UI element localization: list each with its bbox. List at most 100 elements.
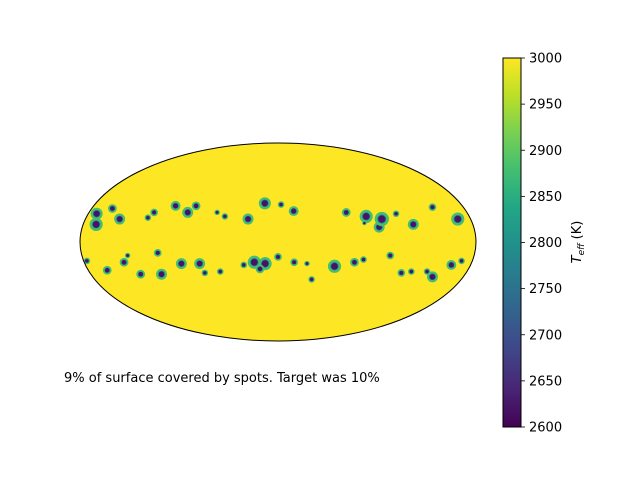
spot-umbra	[196, 260, 203, 267]
spot-48	[426, 271, 438, 283]
spot-27	[153, 248, 162, 257]
spot-24	[124, 252, 131, 259]
spot-umbra	[184, 209, 191, 216]
spot-30	[194, 258, 206, 270]
spot-umbra	[158, 271, 165, 277]
spot-umbra	[223, 214, 227, 219]
spot-26	[136, 269, 146, 279]
spot-16	[359, 209, 373, 223]
spot-51	[83, 257, 91, 265]
spot-umbra	[105, 268, 110, 273]
spot-1	[89, 217, 103, 232]
spot-umbra	[291, 208, 297, 214]
spot-10	[221, 213, 229, 220]
spot-6	[170, 200, 181, 211]
spots-layer	[83, 197, 465, 283]
spot-21	[428, 203, 437, 212]
spot-umbra	[430, 205, 435, 210]
colorbar-tick-label: 2950	[529, 98, 562, 113]
spot-36	[255, 264, 265, 274]
spot-25	[119, 257, 129, 267]
spot-umbra	[251, 258, 258, 266]
spot-umbra	[394, 212, 398, 216]
spot-umbra	[138, 272, 143, 277]
spot-49	[446, 259, 457, 270]
spot-40	[308, 276, 315, 283]
spot-32	[216, 268, 224, 275]
globe-outline	[79, 142, 477, 342]
spot-38	[290, 258, 299, 267]
spot-umbra	[388, 253, 393, 258]
spot-44	[386, 251, 395, 260]
spot-umbra	[378, 215, 386, 223]
mollweide-map	[79, 142, 477, 342]
colorbar-tick-label: 2700	[529, 328, 562, 343]
spot-22	[451, 212, 465, 226]
spot-8	[191, 201, 201, 211]
spot-umbra	[93, 210, 100, 217]
spot-umbra	[155, 250, 160, 255]
spot-3	[114, 213, 126, 225]
spot-umbra	[146, 216, 150, 220]
spot-umbra	[110, 206, 115, 211]
spot-4	[150, 208, 158, 217]
spot-umbra	[352, 260, 357, 265]
colorbar-tick-label: 2900	[529, 144, 562, 159]
spot-umbra	[218, 269, 222, 274]
coverage-caption: 9% of surface covered by spots. Target w…	[64, 371, 380, 386]
spot-31	[201, 269, 209, 277]
spot-umbra	[363, 221, 366, 225]
spot-28	[155, 268, 167, 280]
spot-umbra	[173, 203, 179, 209]
spot-18	[374, 211, 389, 227]
spot-7	[182, 206, 194, 218]
spot-umbra	[178, 260, 185, 267]
spot-41	[327, 259, 342, 273]
spot-umbra	[425, 269, 429, 274]
spot-umbra	[203, 271, 207, 275]
spot-umbra	[261, 200, 268, 207]
spot-46	[408, 268, 415, 275]
spot-29	[175, 258, 187, 270]
colorbar-label-base: T	[570, 254, 585, 263]
spot-5	[144, 214, 152, 222]
spot-umbra	[242, 263, 246, 267]
spot-umbra	[305, 262, 309, 265]
spot-umbra	[362, 213, 370, 220]
spot-umbra	[309, 277, 314, 282]
spot-umbra	[126, 254, 130, 257]
spot-umbra	[459, 259, 464, 263]
spot-12	[258, 197, 271, 210]
spot-umbra	[344, 210, 349, 215]
spot-umbra	[152, 210, 157, 215]
spot-umbra	[121, 260, 127, 265]
spot-13	[277, 201, 285, 208]
spot-umbra	[331, 262, 338, 270]
colorbar-tick-label: 3000	[529, 52, 562, 67]
spot-39	[304, 260, 310, 267]
spot-33	[240, 261, 248, 269]
colorbar-tick-label: 2650	[529, 374, 562, 389]
spot-umbra	[361, 257, 366, 262]
spot-umbra	[448, 262, 454, 268]
colorbar-ticks: 2600 2650 2700 2750 2800 2850 2900 2950 3000	[521, 52, 562, 436]
spot-20	[407, 218, 419, 230]
colorbar-label-sub: eff	[577, 242, 587, 256]
spot-11	[242, 213, 254, 225]
spot-umbra	[292, 260, 297, 265]
spot-2	[107, 204, 117, 213]
colorbar-gradient	[503, 58, 521, 427]
spot-umbra	[116, 216, 123, 222]
spot-umbra	[399, 270, 404, 275]
spot-umbra	[92, 221, 100, 228]
spot-52	[102, 265, 112, 275]
colorbar-tick-label: 2850	[529, 190, 562, 205]
spot-37	[274, 253, 282, 261]
spot-umbra	[410, 221, 417, 228]
spot-50	[458, 257, 465, 265]
spot-9	[214, 209, 220, 216]
colorbar-label: Teff (K)	[570, 221, 587, 264]
spot-42	[350, 257, 359, 267]
spot-umbra	[454, 215, 462, 223]
